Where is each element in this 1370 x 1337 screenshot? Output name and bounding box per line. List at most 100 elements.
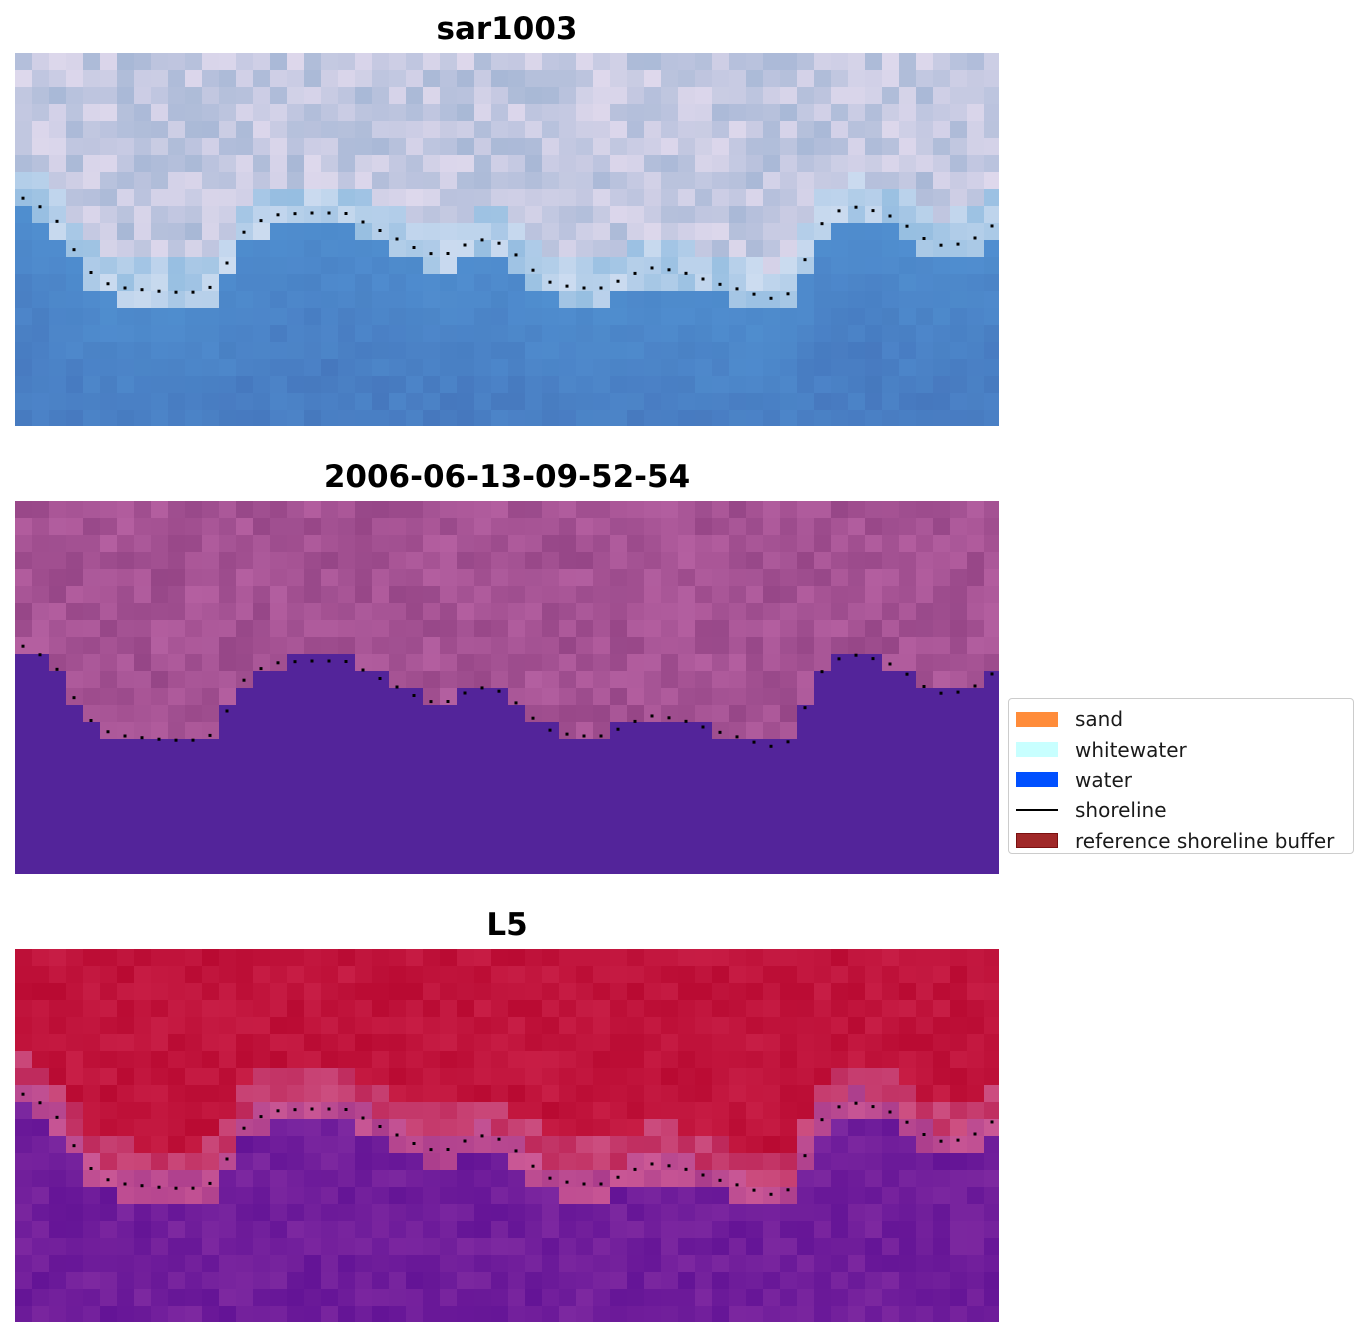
shoreline-dot <box>667 1164 671 1168</box>
image-pixel <box>678 342 696 360</box>
image-pixel <box>763 308 781 326</box>
image-pixel <box>66 535 84 553</box>
image-pixel <box>83 790 101 808</box>
image-pixel <box>185 569 203 587</box>
image-pixel <box>219 274 237 292</box>
image-pixel <box>287 807 305 825</box>
image-pixel <box>627 841 645 859</box>
image-pixel <box>882 257 900 275</box>
image-pixel <box>304 949 322 967</box>
image-pixel <box>559 1272 577 1290</box>
image-pixel <box>151 501 169 519</box>
image-pixel <box>423 1221 441 1239</box>
image-pixel <box>933 1000 951 1018</box>
image-pixel <box>15 586 33 604</box>
image-pixel <box>474 1204 492 1222</box>
image-pixel <box>49 240 67 258</box>
image-pixel <box>559 1051 577 1069</box>
image-pixel <box>865 121 883 139</box>
image-pixel <box>984 240 999 258</box>
image-pixel <box>661 206 679 224</box>
image-pixel <box>984 359 999 377</box>
image-pixel <box>576 1306 594 1322</box>
image-pixel <box>32 410 50 426</box>
image-pixel <box>678 688 696 706</box>
image-pixel <box>865 1034 883 1052</box>
image-pixel <box>100 1221 118 1239</box>
image-pixel <box>729 773 747 791</box>
image-pixel <box>15 1204 33 1222</box>
image-pixel <box>134 53 152 71</box>
image-pixel <box>933 569 951 587</box>
image-pixel <box>848 274 866 292</box>
image-pixel <box>185 172 203 190</box>
image-pixel <box>763 949 781 967</box>
image-pixel <box>525 1068 543 1086</box>
image-pixel <box>780 87 798 105</box>
image-pixel <box>576 773 594 791</box>
image-pixel <box>865 535 883 553</box>
image-pixel <box>49 53 67 71</box>
image-pixel <box>423 1204 441 1222</box>
image-pixel <box>950 359 968 377</box>
image-pixel <box>66 393 84 411</box>
image-pixel <box>406 705 424 723</box>
image-pixel <box>49 410 67 426</box>
image-pixel <box>967 325 985 343</box>
image-pixel <box>729 1272 747 1290</box>
shoreline-dot <box>701 725 705 729</box>
image-pixel <box>474 172 492 190</box>
image-pixel <box>729 121 747 139</box>
image-pixel <box>916 983 934 1001</box>
image-pixel <box>457 1204 475 1222</box>
image-pixel <box>83 155 101 173</box>
image-pixel <box>525 501 543 519</box>
shoreline-dot <box>497 689 501 693</box>
image-pixel <box>950 1255 968 1273</box>
image-pixel <box>865 359 883 377</box>
image-pixel <box>474 1306 492 1322</box>
image-pixel <box>729 1238 747 1256</box>
image-pixel <box>559 1170 577 1188</box>
image-pixel <box>202 1136 220 1154</box>
image-pixel <box>899 1272 917 1290</box>
image-pixel <box>66 206 84 224</box>
image-pixel <box>967 1289 985 1307</box>
image-pixel <box>440 1204 458 1222</box>
image-pixel <box>270 1204 288 1222</box>
image-pixel <box>66 376 84 394</box>
image-pixel <box>678 1170 696 1188</box>
image-pixel <box>66 1306 84 1322</box>
image-pixel <box>542 586 560 604</box>
image-pixel <box>338 949 356 967</box>
image-pixel <box>440 1068 458 1086</box>
image-pixel <box>780 1017 798 1035</box>
image-pixel <box>916 1170 934 1188</box>
image-pixel <box>814 518 832 536</box>
image-pixel <box>202 824 220 842</box>
image-pixel <box>950 393 968 411</box>
image-pixel <box>202 53 220 71</box>
image-pixel <box>729 240 747 258</box>
image-pixel <box>117 1187 135 1205</box>
image-pixel <box>712 949 730 967</box>
image-pixel <box>117 1153 135 1171</box>
shoreline-dot <box>174 290 178 294</box>
image-pixel <box>695 1272 713 1290</box>
image-pixel <box>406 773 424 791</box>
image-pixel <box>508 410 526 426</box>
image-pixel <box>355 841 373 859</box>
image-pixel <box>950 1034 968 1052</box>
image-pixel <box>576 518 594 536</box>
image-pixel <box>899 569 917 587</box>
image-pixel <box>678 257 696 275</box>
image-pixel <box>916 87 934 105</box>
image-pixel <box>406 1170 424 1188</box>
image-pixel <box>797 138 815 156</box>
image-pixel <box>134 1153 152 1171</box>
image-pixel <box>831 138 849 156</box>
image-pixel <box>933 1187 951 1205</box>
image-pixel <box>882 620 900 638</box>
image-pixel <box>32 688 50 706</box>
image-pixel <box>525 1051 543 1069</box>
